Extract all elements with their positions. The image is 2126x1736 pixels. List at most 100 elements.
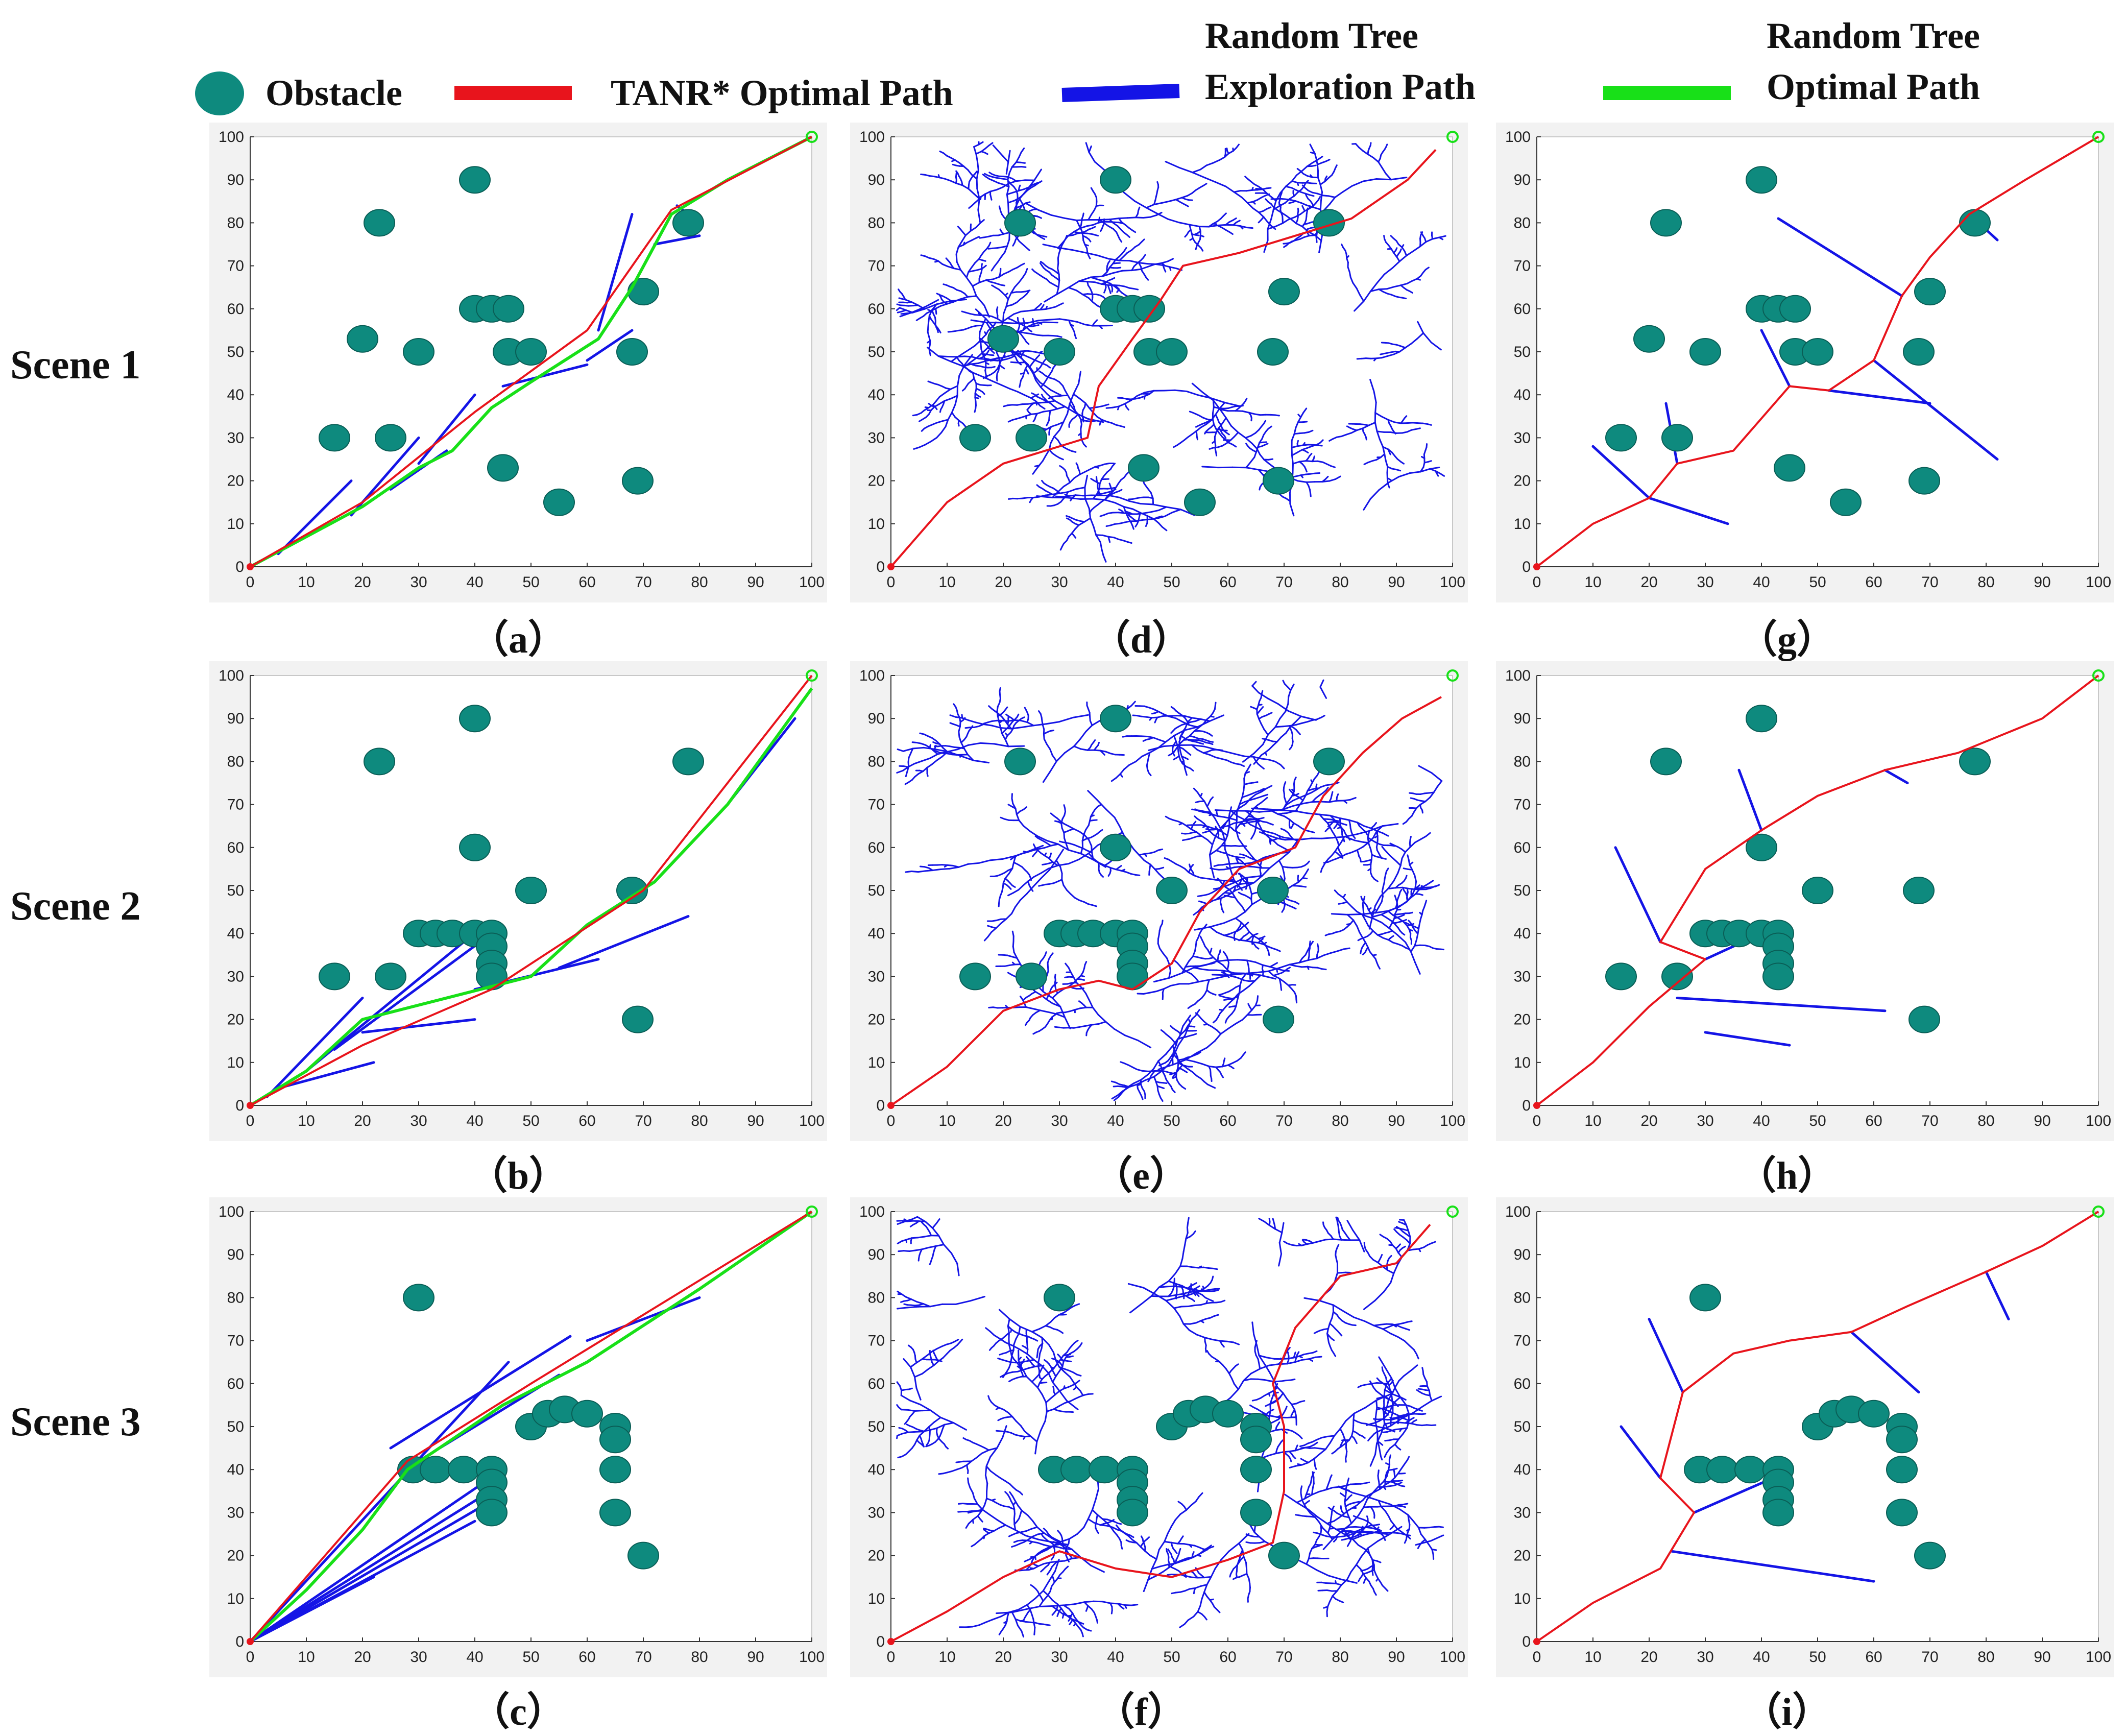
x-tick-label-a-7: 70: [635, 574, 651, 591]
exploration-branch-e-364: [1210, 743, 1213, 744]
y-tick-label-a-9: 90: [227, 172, 244, 188]
y-tick-label-a-0: 0: [235, 559, 244, 575]
x-tick-label-b-10: 100: [799, 1113, 825, 1129]
exploration-branch-d-1262: [1025, 333, 1031, 334]
x-tick-label-c-7: 70: [635, 1649, 651, 1666]
x-tick-label-c-10: 100: [799, 1649, 825, 1666]
exploration-branch-e-979: [1343, 824, 1346, 825]
x-tick-label-b-3: 30: [410, 1113, 427, 1129]
exploration-branch-e-557: [1182, 833, 1186, 834]
exploration-branch-d-1129: [1050, 319, 1060, 320]
x-tick-label-b-0: 0: [246, 1113, 255, 1129]
exploration-branch-e-886: [1339, 903, 1343, 904]
exploration-branch-d-1370: [1085, 245, 1088, 246]
exploration-branch-e-1080: [1092, 1024, 1099, 1025]
y-tick-label-a-6: 60: [227, 301, 244, 318]
y-tick-label-b-2: 20: [227, 1011, 244, 1028]
exploration-branch-d-615: [975, 409, 976, 412]
exploration-branch-d-1463: [958, 423, 959, 426]
exploration-branch-d-1522: [1202, 467, 1218, 468]
exploration-branch-e-1863: [1333, 837, 1344, 838]
exploration-branch-e-2254: [1081, 976, 1084, 977]
exploration-branch-d-1329: [1139, 207, 1140, 210]
x-tick-label-a-3: 30: [410, 574, 427, 591]
exploration-branch-e-1887: [1321, 869, 1322, 872]
x-tick-label-c-6: 60: [578, 1649, 595, 1666]
exploration-branch-d-1292: [986, 374, 987, 377]
legend-tanr-label: TANR* Optimal Path: [611, 66, 953, 119]
exploration-branch-e-1769: [1218, 816, 1224, 817]
exploration-branch-e-131: [1332, 792, 1333, 795]
exploration-branch-e-1004: [1335, 822, 1339, 823]
legend-rt-optimal-swatch: [1603, 86, 1731, 100]
exploration-branch-e-732: [1098, 742, 1099, 745]
x-tick-label-e-5: 50: [1163, 1113, 1180, 1129]
exploration-branch-d-2169: [1035, 466, 1039, 467]
y-tick-label-c-9: 90: [227, 1246, 244, 1263]
exploration-branch-d-1252: [1023, 319, 1024, 321]
obstacle-c-6: [600, 1426, 631, 1453]
y-tick-label-a-4: 40: [227, 387, 244, 403]
y-tick-label-e-2: 20: [868, 1011, 885, 1028]
exploration-branch-e-156: [1311, 832, 1315, 833]
exploration-branch-d-1017: [1377, 431, 1384, 432]
exploration-branch-e-256: [1064, 805, 1065, 808]
exploration-branch-e-2023: [1229, 1006, 1233, 1007]
exploration-branch-e-1394: [1050, 853, 1051, 856]
y-tick-label-b-4: 40: [227, 925, 244, 942]
exploration-branch-d-1993: [1311, 153, 1315, 154]
x-tick-label-a-1: 10: [298, 574, 315, 591]
exploration-branch-e-334: [1219, 750, 1223, 751]
exploration-branch-e-2075: [920, 866, 924, 867]
obstacle-a-16: [622, 468, 653, 494]
obstacle-a-1: [364, 209, 395, 236]
exploration-branch-d-272: [1096, 535, 1103, 536]
y-tick-label-e-0: 0: [876, 1097, 885, 1114]
exploration-branch-d-157: [1190, 412, 1193, 413]
exploration-branch-e-1915: [1383, 858, 1386, 859]
x-tick-label-d-6: 60: [1219, 574, 1236, 591]
y-tick-label-a-3: 30: [227, 429, 244, 446]
obstacle-c-11: [420, 1456, 451, 1483]
exploration-branch-e-1821: [1138, 1084, 1141, 1086]
exploration-branch-d-1983: [1320, 201, 1321, 210]
exploration-branch-e-908: [1395, 896, 1396, 899]
x-tick-label-d-3: 30: [1051, 574, 1068, 591]
exploration-branch-e-1317: [1200, 743, 1203, 744]
exploration-branch-e-2068: [933, 870, 941, 871]
exploration-branch-e-2301: [989, 1007, 993, 1008]
exploration-branch-d-113: [1164, 390, 1175, 391]
exploration-branch-e-1685: [1216, 880, 1224, 881]
exploration-branch-d-1324: [1143, 217, 1150, 218]
x-tick-label-d-2: 20: [995, 574, 1011, 591]
exploration-branch-d-6: [956, 254, 957, 262]
exploration-branch-d-1213: [1033, 352, 1039, 353]
exploration-branch-e-2168: [1186, 966, 1191, 967]
exploration-branch-e-1528: [1308, 967, 1309, 969]
exploration-branch-d-1720: [1280, 205, 1281, 207]
start-marker-b: [247, 1102, 254, 1109]
exploration-branch-e-591: [1332, 914, 1347, 915]
exploration-branch-d-2080: [1170, 267, 1171, 270]
exploration-branch-d-494: [1275, 415, 1279, 416]
exploration-branch-d-1207: [1021, 373, 1024, 374]
exploration-branch-e-1428: [913, 748, 924, 749]
y-tick-label-c-10: 100: [219, 1203, 244, 1220]
exploration-branch-e-1866: [1302, 838, 1311, 839]
exploration-branch-d-1305: [977, 325, 982, 326]
obstacle-d-14: [1128, 454, 1159, 481]
y-tick-label-e-1: 10: [868, 1054, 885, 1071]
exploration-branch-d-735: [1112, 289, 1113, 292]
x-tick-label-b-9: 90: [747, 1113, 764, 1129]
obstacle-a-15: [544, 489, 574, 516]
y-tick-label-c-7: 70: [227, 1333, 244, 1349]
exploration-branch-d-1024: [1416, 428, 1420, 429]
exploration-branch-d-1814: [1002, 246, 1007, 247]
exploration-branch-d-32: [921, 255, 925, 256]
obstacle-d-3: [1269, 278, 1299, 305]
obstacle-d-0: [1100, 166, 1131, 193]
legend-exploration-label-2: Exploration Path: [1205, 60, 1476, 113]
obstacle-a-11: [617, 339, 647, 365]
